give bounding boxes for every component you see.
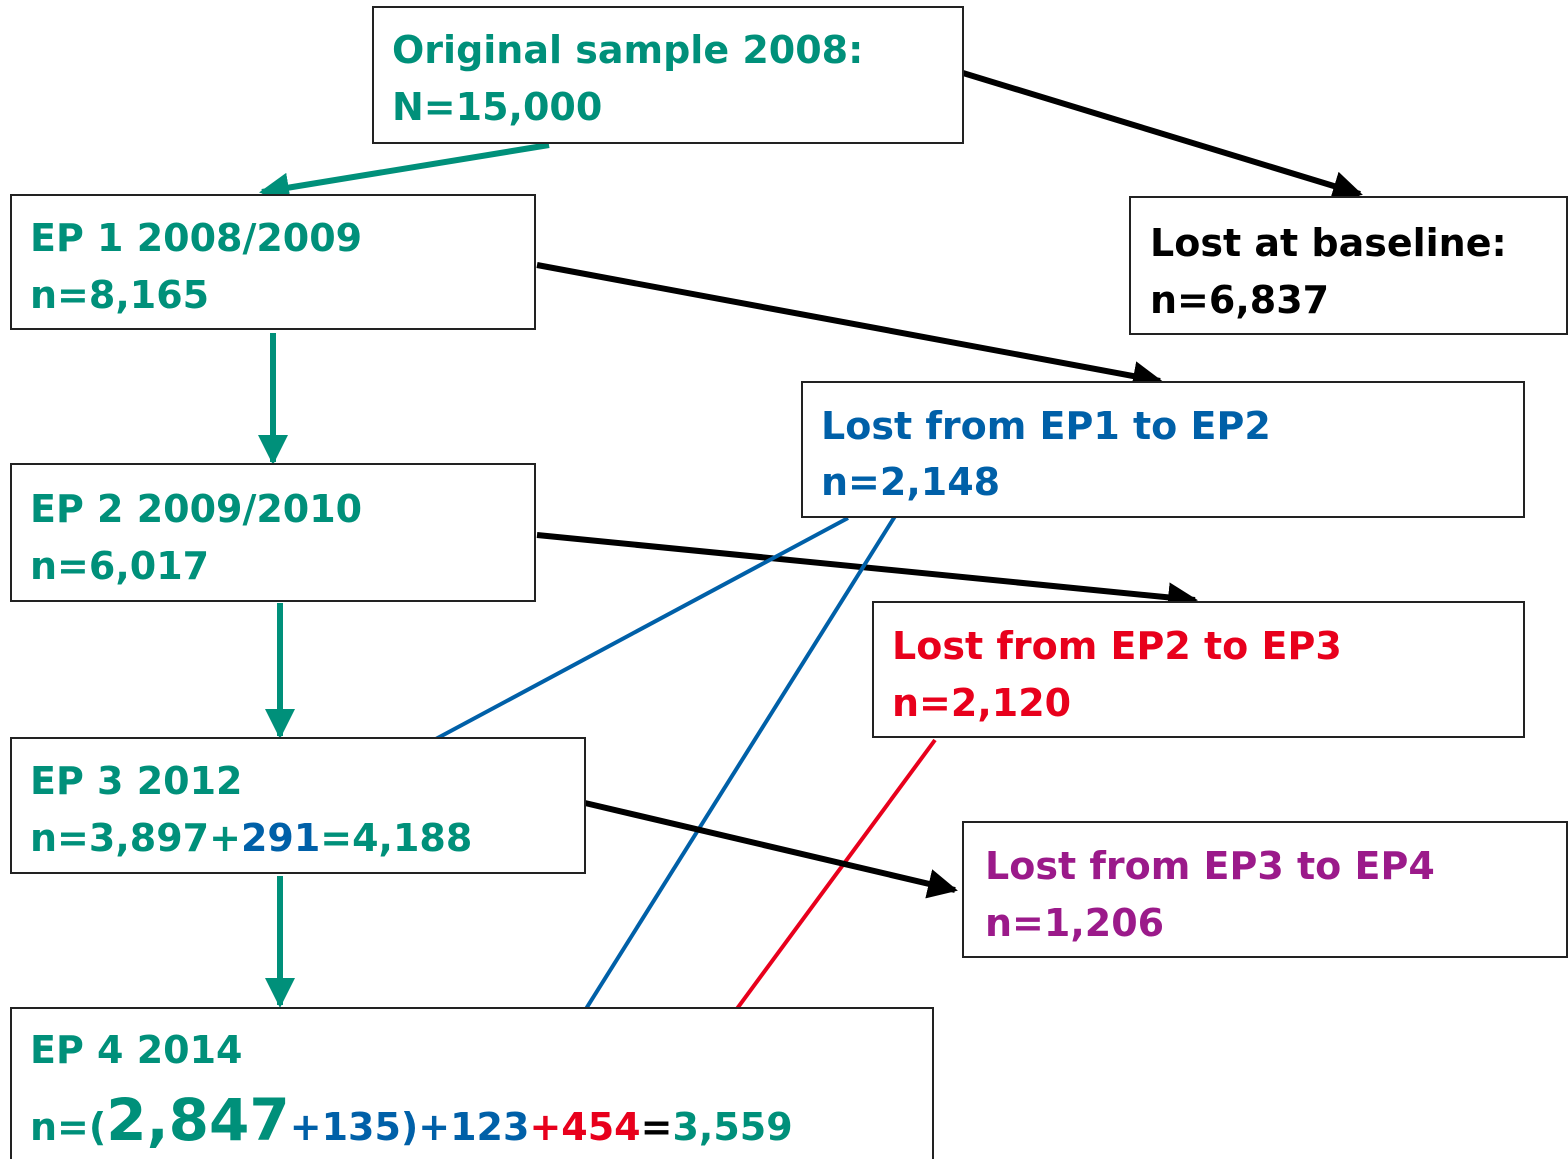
arrows [258,70,1363,1066]
node-title: EP 4 2014 [30,1028,242,1072]
box: Lost from EP1 to EP2 n=2,148 [801,381,1525,518]
node-title: Lost from EP1 to EP2 [821,404,1271,448]
arrow [259,142,550,203]
arrow [550,511,899,1066]
node-count: n=8,165 [30,273,209,317]
box: EP 3 2012 n=3,897+291=4,188 [10,737,586,874]
segment: = [641,1105,673,1149]
node-count: n=6,837 [1150,278,1329,322]
arrow [375,516,849,772]
node-title: EP 1 2008/2009 [30,216,362,260]
node-title: Lost from EP3 to EP4 [985,844,1435,888]
node-title: EP 3 2012 [30,759,242,803]
box: EP 4 2014 n=(2,847+135)+123+454=3,559 [10,1007,934,1159]
box: EP 1 2008/2009 n=8,165 [10,194,536,330]
box: EP 2 2009/2010 n=6,017 [10,463,536,602]
node-title: EP 2 2009/2010 [30,487,362,531]
segment: n=3,897+ [30,816,241,860]
segment: 2,847 [106,1086,289,1154]
node-count: n=1,206 [985,901,1164,945]
node-title: Original sample 2008: [392,28,863,72]
segment: 3,559 [672,1105,792,1149]
arrow [584,800,958,899]
box: Original sample 2008: N=15,000 [372,6,964,144]
segment: +454 [529,1105,640,1149]
node-count: n=3,897+291=4,188 [30,816,472,860]
box: Lost from EP3 to EP4 n=1,206 [962,821,1568,958]
arrow [536,262,1163,391]
node-count: n=(2,847+135)+123+454=3,559 [30,1086,793,1154]
node-title: Lost from EP2 to EP3 [892,624,1342,668]
box: Lost from EP2 to EP3 n=2,120 [872,601,1525,738]
segment: n=( [30,1105,106,1149]
node-count: n=2,148 [821,460,1000,504]
arrow [962,70,1363,201]
segment: =4,188 [320,816,472,860]
arrow [536,532,1198,613]
segment: +135)+123 [290,1105,530,1149]
node-count: N=15,000 [392,85,602,129]
node-count: n=6,017 [30,544,209,588]
node-title: Lost at baseline: [1150,221,1507,265]
box: Lost at baseline: n=6,837 [1129,196,1568,335]
node-count: n=2,120 [892,681,1071,725]
segment: 291 [241,816,320,860]
